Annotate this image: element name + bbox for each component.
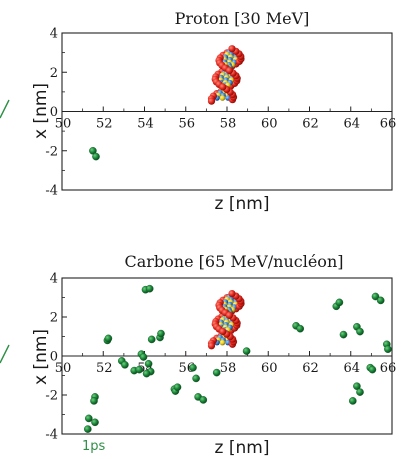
- data-point: [371, 292, 380, 301]
- data-point: [144, 359, 153, 368]
- dna-atom: [225, 311, 233, 319]
- data-point: [89, 146, 97, 155]
- plot-frame: [61, 32, 393, 191]
- x-tick-label: 56: [178, 117, 195, 132]
- data-point: [192, 374, 200, 383]
- x-tick-label: 62: [302, 117, 319, 132]
- data-point: [121, 360, 129, 369]
- data-point: [296, 324, 305, 333]
- x-tick-label: 66: [380, 361, 397, 376]
- x-tick-label: 62: [302, 361, 319, 376]
- y-tick-label: -4: [45, 184, 58, 199]
- data-point: [242, 347, 251, 355]
- dna-atom: [225, 67, 233, 75]
- x-tick-label: 50: [55, 117, 72, 132]
- y-tick-label: -2: [45, 144, 58, 159]
- data-point: [356, 388, 364, 396]
- data-point: [92, 152, 100, 161]
- y-axis-label: x [nm]: [31, 83, 51, 139]
- y-tick-label: 0: [50, 350, 58, 365]
- dna-atom: [219, 328, 227, 336]
- data-point: [84, 425, 92, 433]
- data-point: [142, 369, 151, 378]
- y-tick-label: -4: [45, 428, 58, 443]
- chart-title: Carbone [65 MeV/nucléon]: [125, 252, 344, 271]
- data-point: [376, 296, 385, 305]
- data-point: [104, 334, 113, 343]
- y-tick-label: 2: [50, 66, 58, 81]
- dna-atom: [219, 83, 227, 91]
- data-point: [189, 363, 197, 372]
- panel-carbone: Carbone [65 MeV/nucléon] 50 52 54 56 58 60 62 6…: [31, 252, 396, 458]
- dna-atom: [228, 290, 236, 298]
- x-tick-label: 60: [261, 117, 278, 132]
- dna-atom: [207, 342, 216, 350]
- data-point: [353, 382, 361, 391]
- x-tick-label: 60: [261, 361, 278, 376]
- x-tick-label: 52: [96, 117, 113, 132]
- y-tick-label: 0: [50, 105, 58, 120]
- x-tick-label: 58: [220, 117, 237, 132]
- data-points: [84, 284, 392, 433]
- data-point: [90, 397, 98, 405]
- data-point: [339, 330, 348, 339]
- dna-atom: [219, 95, 226, 101]
- dna-molecule: [207, 45, 245, 105]
- dna-atom: [228, 45, 236, 53]
- x-tick-label: 64: [343, 117, 360, 132]
- data-point: [212, 368, 221, 377]
- data-point: [147, 335, 156, 344]
- chart-title: Proton [30 MeV]: [175, 9, 310, 28]
- dna-atom: [219, 339, 226, 346]
- data-point: [139, 353, 148, 361]
- data-point: [91, 418, 99, 427]
- data-point: [157, 329, 165, 338]
- data-point: [348, 397, 357, 405]
- data-point: [135, 365, 144, 374]
- dna-molecule: [207, 290, 245, 350]
- y-tick-label: 4: [50, 27, 58, 42]
- x-tick-label: 64: [343, 361, 360, 376]
- data-point: [356, 327, 364, 336]
- arrow-fragment: [0, 99, 10, 119]
- panel-proton: Proton [30 MeV] 50 52 54 56 58 60 62 64 66 4 2 0 -2 -…: [31, 9, 396, 214]
- plot-frame: [61, 277, 393, 435]
- y-tick-label: 2: [50, 311, 58, 326]
- y-tick-label: -2: [45, 389, 58, 404]
- x-axis-label: z [nm]: [215, 438, 270, 458]
- x-tick-label: 52: [96, 361, 113, 376]
- y-tick-label: 4: [50, 272, 58, 287]
- data-point: [145, 284, 154, 293]
- x-tick-label: 54: [137, 117, 154, 132]
- x-tick-label: 66: [380, 117, 397, 132]
- data-points: [89, 146, 100, 161]
- dna-atom: [207, 97, 216, 105]
- data-point: [335, 298, 344, 307]
- tick-labels: 50 52 54 56 58 60 62 64 66 4 2 0 -2 -4: [45, 27, 396, 199]
- x-tick-label: 58: [220, 361, 237, 376]
- data-point: [199, 396, 208, 404]
- x-tick-label: 50: [55, 361, 72, 376]
- x-axis-label: z [nm]: [215, 194, 270, 214]
- data-point: [85, 414, 93, 423]
- y-axis-label: x [nm]: [31, 329, 51, 385]
- data-point: [384, 345, 392, 354]
- data-point: [368, 365, 377, 374]
- time-annotation: 1ps: [82, 439, 106, 454]
- arrow-fragment: [0, 344, 10, 364]
- data-point: [173, 383, 182, 392]
